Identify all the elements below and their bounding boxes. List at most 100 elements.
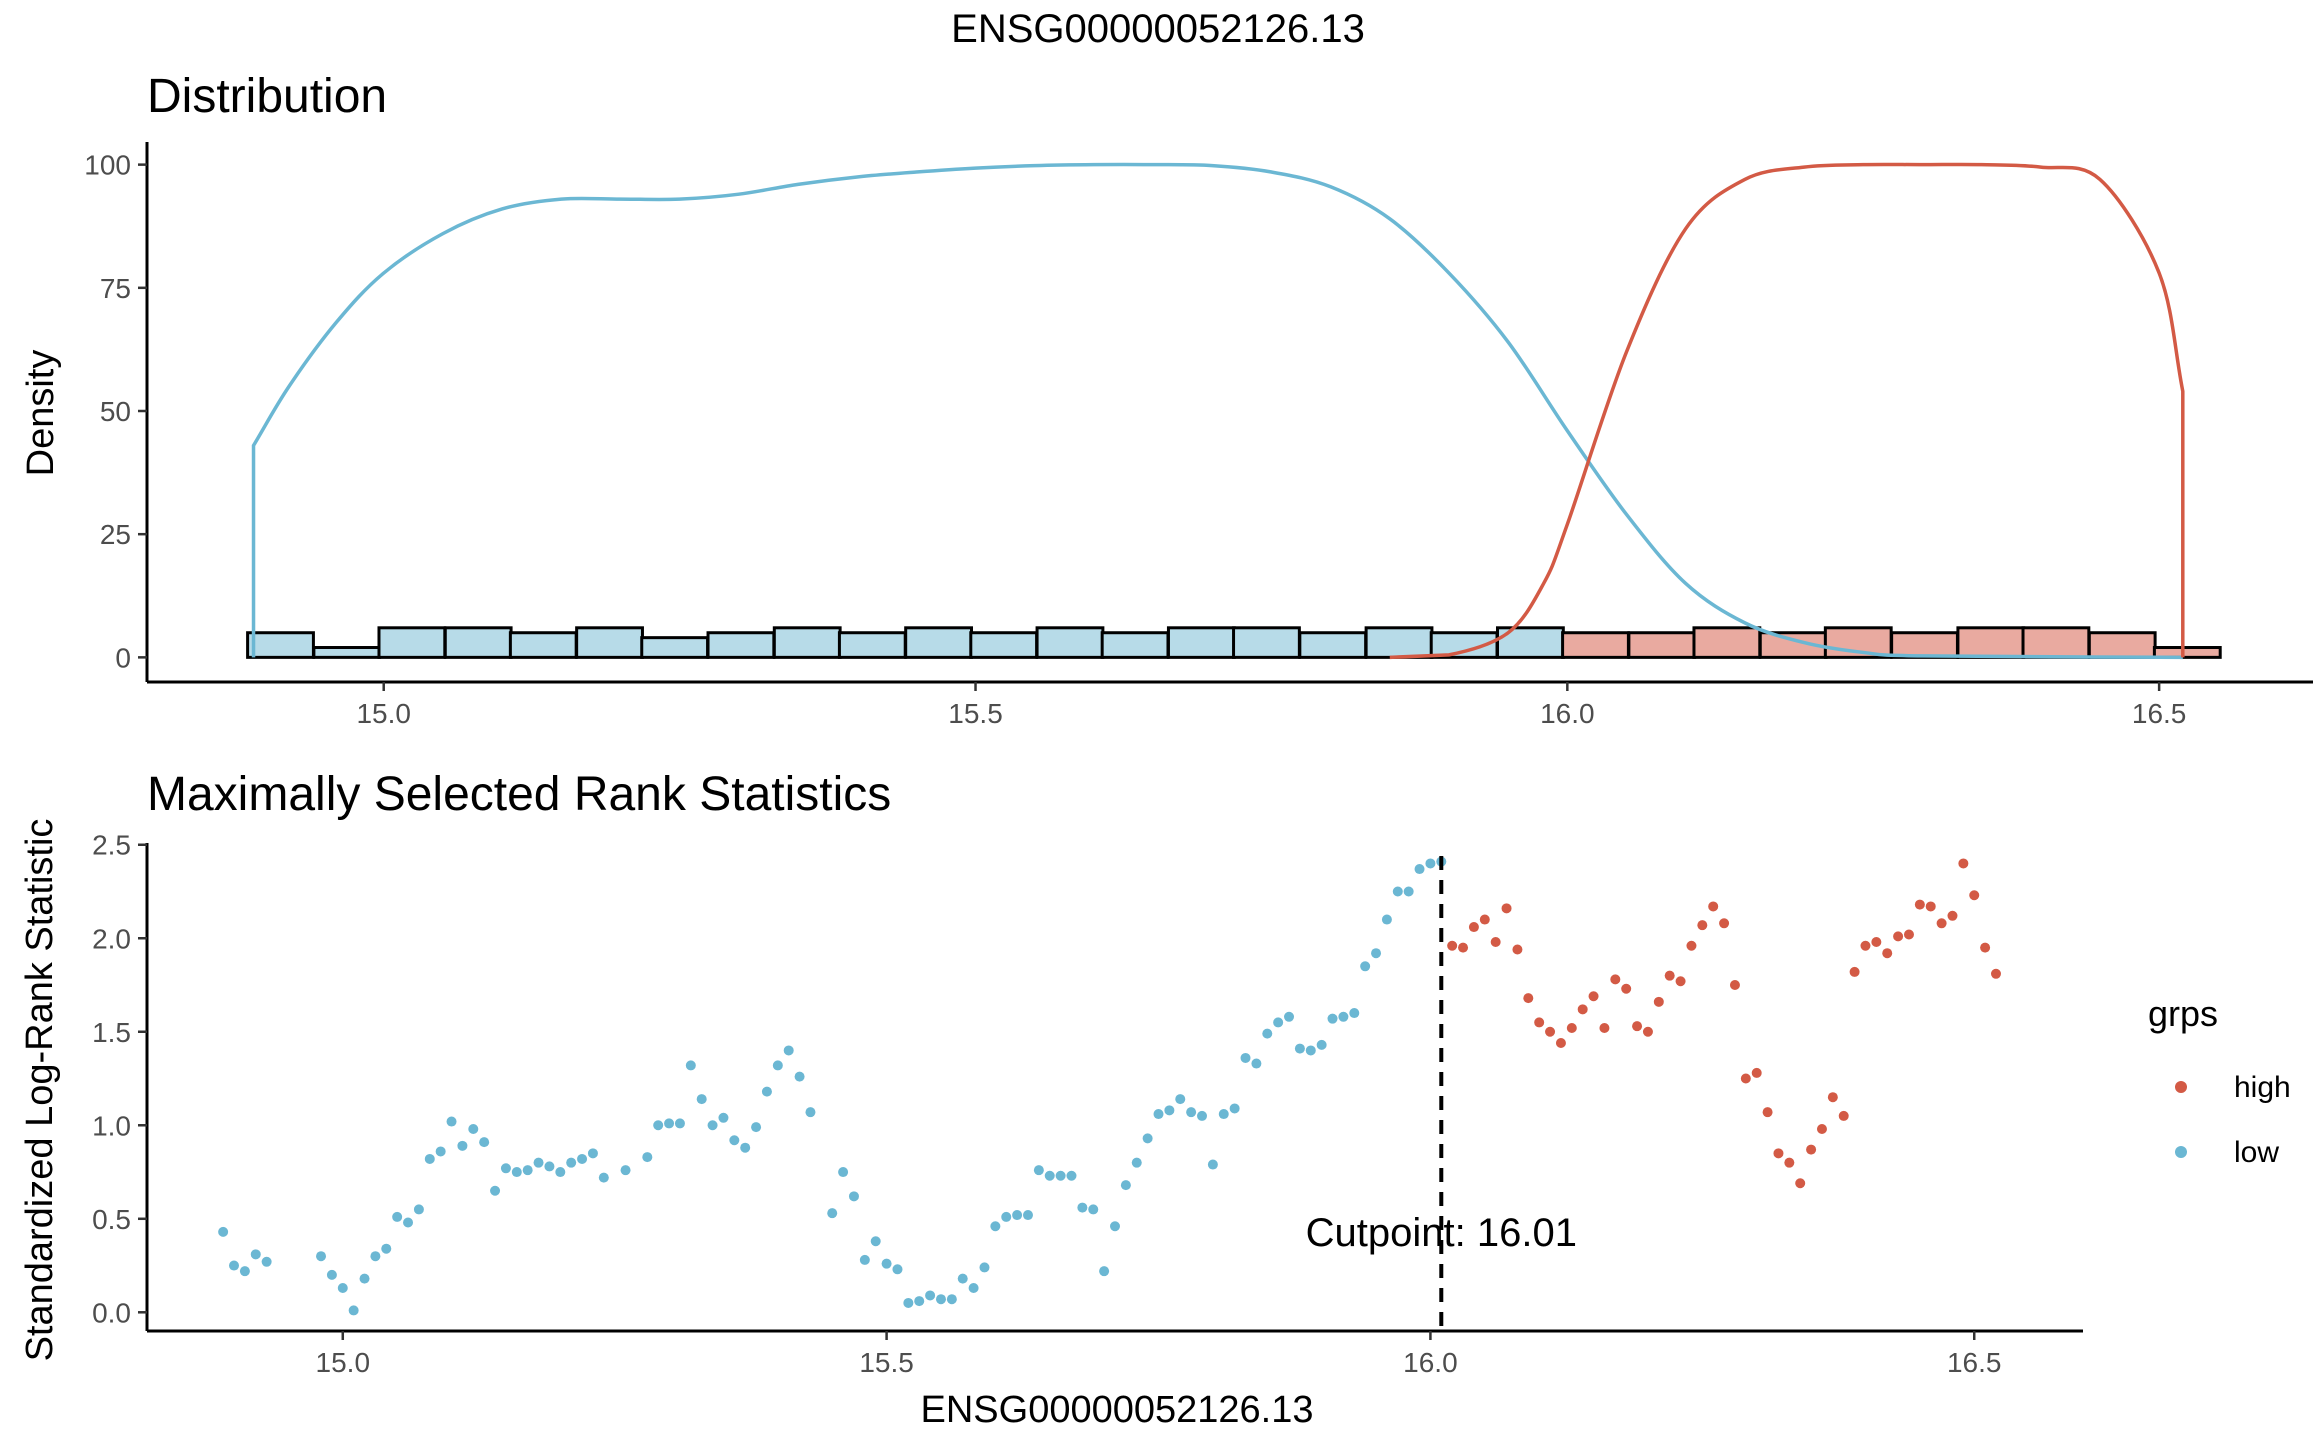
point-high-15 xyxy=(1610,974,1621,985)
histogram-bar-5 xyxy=(575,626,644,659)
point-low-11 xyxy=(381,1243,392,1254)
point-high-25 xyxy=(1719,918,1730,929)
density-axis-title: Density xyxy=(20,350,62,477)
point-low-90 xyxy=(1273,1017,1284,1028)
point-high-0 xyxy=(1447,940,1458,951)
point-low-9 xyxy=(359,1273,370,1284)
point-low-93 xyxy=(1305,1045,1316,1056)
point-low-55 xyxy=(892,1264,903,1275)
log-rank-y-tick-label-3: 1.5 xyxy=(92,1017,131,1048)
point-low-99 xyxy=(1371,948,1382,959)
point-low-48 xyxy=(805,1107,816,1118)
point-high-4 xyxy=(1490,936,1501,947)
point-high-20 xyxy=(1664,970,1675,981)
log-rank-y-tick-label-1: 0.5 xyxy=(92,1204,131,1235)
point-low-18 xyxy=(457,1140,468,1151)
point-high-22 xyxy=(1686,940,1697,951)
point-low-68 xyxy=(1033,1165,1044,1176)
point-low-41 xyxy=(729,1135,740,1146)
gene-x-tick-label-2: 16.0 xyxy=(1403,1347,1458,1378)
point-low-58 xyxy=(925,1290,936,1301)
point-low-62 xyxy=(968,1282,979,1293)
point-low-10 xyxy=(370,1251,381,1262)
point-low-88 xyxy=(1251,1058,1262,1069)
point-low-17 xyxy=(446,1116,457,1127)
point-low-32 xyxy=(620,1165,631,1176)
cutpoint-label: Cutpoint: 16.01 xyxy=(1306,1211,1577,1255)
point-low-43 xyxy=(751,1122,762,1133)
point-high-7 xyxy=(1523,993,1534,1004)
histogram-bar-14 xyxy=(1166,626,1236,659)
point-low-38 xyxy=(696,1094,707,1105)
point-low-80 xyxy=(1164,1105,1175,1116)
point-high-28 xyxy=(1751,1067,1762,1078)
point-low-42 xyxy=(740,1142,751,1153)
point-high-43 xyxy=(1914,899,1925,910)
distribution-panel: Distribution Density 0 25 50 75 100 15.0 15.5 1… xyxy=(20,70,2313,729)
point-low-46 xyxy=(783,1045,794,1056)
point-low-8 xyxy=(348,1305,359,1316)
point-high-35 xyxy=(1827,1092,1838,1103)
log-rank-y-tick-label-5: 2.5 xyxy=(92,830,131,861)
point-low-2 xyxy=(239,1266,250,1277)
density-x-tick-label-2: 16.0 xyxy=(1540,698,1595,729)
point-low-82 xyxy=(1186,1107,1197,1118)
point-low-89 xyxy=(1262,1028,1273,1039)
histogram-bar-13 xyxy=(1100,631,1170,659)
legend-low-label: low xyxy=(2234,1136,2279,1169)
point-high-9 xyxy=(1545,1026,1556,1037)
histogram-bar-7 xyxy=(706,631,776,659)
point-high-11 xyxy=(1566,1023,1577,1034)
log-rank-y-tick-label-0: 0.0 xyxy=(92,1297,131,1328)
point-low-94 xyxy=(1316,1039,1327,1050)
point-low-19 xyxy=(468,1124,479,1135)
point-low-29 xyxy=(577,1153,588,1164)
point-low-75 xyxy=(1110,1221,1120,1232)
point-low-71 xyxy=(1066,1170,1077,1181)
point-high-49 xyxy=(1980,942,1991,953)
point-low-16 xyxy=(435,1146,446,1157)
histogram-bar-10 xyxy=(904,626,974,659)
point-low-27 xyxy=(555,1167,566,1178)
histogram-bar-20 xyxy=(1561,631,1630,659)
point-high-21 xyxy=(1675,976,1686,987)
point-low-37 xyxy=(685,1060,696,1071)
point-low-0 xyxy=(218,1226,229,1237)
legend-low-swatch xyxy=(2175,1146,2187,1158)
legend-high-label: high xyxy=(2234,1071,2291,1104)
point-low-45 xyxy=(772,1060,783,1071)
point-low-49 xyxy=(827,1208,838,1219)
point-low-70 xyxy=(1055,1170,1066,1181)
figure-title: ENSG00000052126.13 xyxy=(951,7,1365,51)
histogram-bar-15 xyxy=(1232,626,1301,659)
point-low-21 xyxy=(490,1185,501,1196)
gene-x-tick-label-3: 16.5 xyxy=(1947,1347,2002,1378)
point-low-57 xyxy=(914,1296,925,1307)
point-high-47 xyxy=(1958,858,1969,869)
point-low-85 xyxy=(1218,1109,1229,1120)
point-low-15 xyxy=(424,1153,435,1164)
point-low-24 xyxy=(522,1165,533,1176)
point-low-102 xyxy=(1403,886,1414,897)
point-low-91 xyxy=(1284,1011,1295,1022)
point-low-69 xyxy=(1044,1170,1055,1181)
histogram-bar-9 xyxy=(837,631,907,659)
legend-high-swatch xyxy=(2175,1081,2187,1093)
point-low-60 xyxy=(946,1294,957,1305)
distribution-title: Distribution xyxy=(147,70,387,123)
point-low-22 xyxy=(500,1163,511,1174)
point-low-13 xyxy=(403,1217,414,1228)
point-low-63 xyxy=(979,1262,990,1273)
point-low-28 xyxy=(566,1157,577,1168)
rank-statistics-title: Maximally Selected Rank Statistics xyxy=(147,768,891,821)
density-y-tick-label-4: 100 xyxy=(84,150,131,181)
point-low-78 xyxy=(1142,1133,1153,1144)
point-low-26 xyxy=(544,1161,555,1172)
point-high-16 xyxy=(1621,983,1632,994)
point-low-59 xyxy=(935,1294,946,1305)
point-low-100 xyxy=(1381,914,1392,925)
point-high-24 xyxy=(1708,901,1719,912)
point-low-5 xyxy=(316,1251,327,1262)
point-low-47 xyxy=(794,1071,805,1082)
point-low-23 xyxy=(511,1167,522,1178)
